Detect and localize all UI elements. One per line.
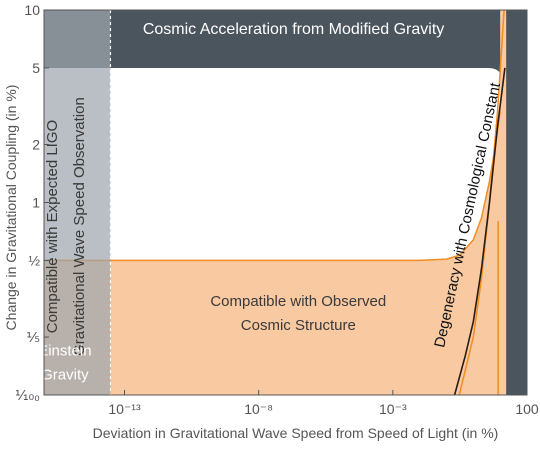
y-tick-label: ⅒₀ — [15, 387, 40, 403]
x-axis-label: Deviation in Gravitational Wave Speed fr… — [93, 425, 499, 441]
x-tick-label: 100 — [515, 401, 539, 417]
x-tick-label: 10⁻⁸ — [244, 401, 273, 417]
ligo-speed-region — [44, 10, 111, 395]
y-tick-label: ⅕ — [26, 329, 40, 345]
x-tick-label: 10⁻¹³ — [108, 401, 141, 417]
ligo-speed-label: Compatible with Expected LIGO — [44, 120, 61, 333]
observed-structure-label: Cosmic Structure — [241, 317, 356, 334]
ligo-speed-label: Gravitational Wave Speed Observation — [71, 97, 88, 356]
plot-area — [44, 10, 527, 395]
x-tick-label: 10⁻³ — [379, 401, 407, 417]
axis-ticks: 10⁻¹³ 10⁻⁸ 10⁻³ 100 10 5 2 1 ½ ⅕ ⅒₀ — [15, 2, 539, 417]
y-tick-label: 1 — [32, 195, 40, 211]
y-tick-label: 10 — [24, 2, 40, 18]
einstein-gravity-label: Gravity — [41, 367, 89, 384]
y-tick-label: ½ — [28, 252, 40, 268]
y-tick-label: 2 — [32, 137, 40, 153]
y-tick-label: 5 — [32, 60, 40, 76]
einstein-gravity-label: Einstein — [38, 343, 91, 360]
modified-gravity-label: Cosmic Acceleration from Modified Gravit… — [143, 21, 444, 38]
structure-upper-edge — [44, 111, 501, 262]
observed-structure-label: Compatible with Observed — [210, 293, 386, 310]
observed-structure-region — [44, 10, 507, 395]
degeneracy-line — [453, 67, 506, 395]
y-axis-label: Change in Gravitational Coupling (in %) — [3, 85, 19, 331]
